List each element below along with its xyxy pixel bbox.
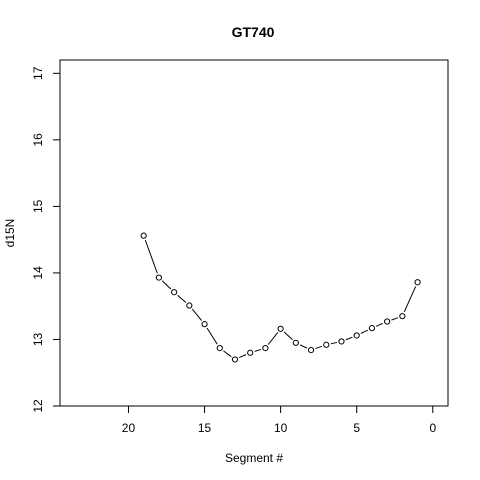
series-line-segment [144, 239, 158, 274]
series-points [140, 232, 421, 363]
series-line-segment [267, 332, 279, 345]
data-point [140, 232, 147, 239]
data-point [247, 349, 254, 356]
y-tick-label: 14 [31, 266, 45, 280]
series-line-segment [238, 354, 247, 359]
series-line-segment [283, 331, 293, 341]
y-axis-label: d15N [3, 219, 17, 248]
series-line-segment [345, 336, 353, 341]
x-tick-label: 20 [122, 421, 136, 435]
series-line-segment [161, 280, 172, 290]
data-point [323, 341, 330, 348]
series-line-segment [223, 350, 232, 358]
data-point [307, 347, 315, 354]
series-lines [144, 239, 417, 359]
data-point [186, 302, 193, 309]
series-line-segment [177, 294, 187, 303]
data-point [292, 339, 299, 346]
y-tick-label: 17 [31, 66, 45, 80]
data-point [262, 345, 269, 352]
x-tick-label: 5 [353, 421, 360, 435]
series-line-segment [315, 345, 323, 350]
data-point [201, 321, 208, 328]
x-tick-label: 15 [198, 421, 212, 435]
y-tick-label: 16 [31, 133, 45, 147]
data-point [155, 274, 163, 281]
series-line-segment [360, 329, 368, 334]
series-line-segment [403, 286, 417, 313]
y-tick-label: 12 [31, 399, 45, 413]
chart-title: GT740 [232, 24, 275, 40]
series-line-segment [391, 317, 399, 321]
data-point [353, 332, 360, 339]
x-tick-label: 0 [429, 421, 436, 435]
x-axis-label: Segment # [225, 451, 283, 465]
data-point [384, 318, 391, 325]
data-point [171, 289, 178, 296]
data-point [399, 313, 406, 320]
data-point [368, 325, 376, 332]
data-point [277, 325, 284, 332]
data-point [216, 345, 223, 352]
x-tick-label: 10 [274, 421, 288, 435]
series-line-segment [206, 327, 218, 345]
data-point [231, 356, 239, 363]
y-axis: 12 13 14 15 16 17 [31, 66, 61, 413]
series-line-segment [330, 341, 338, 345]
y-tick-label: 15 [31, 199, 45, 213]
data-point [414, 279, 421, 286]
y-tick-label: 13 [31, 332, 45, 346]
x-axis: 20 15 10 5 0 [122, 405, 436, 435]
series-line-segment [254, 348, 262, 352]
series-line-segment [191, 308, 203, 321]
series-line-segment [299, 344, 308, 349]
data-point [338, 338, 345, 345]
series-line-segment [375, 322, 384, 327]
